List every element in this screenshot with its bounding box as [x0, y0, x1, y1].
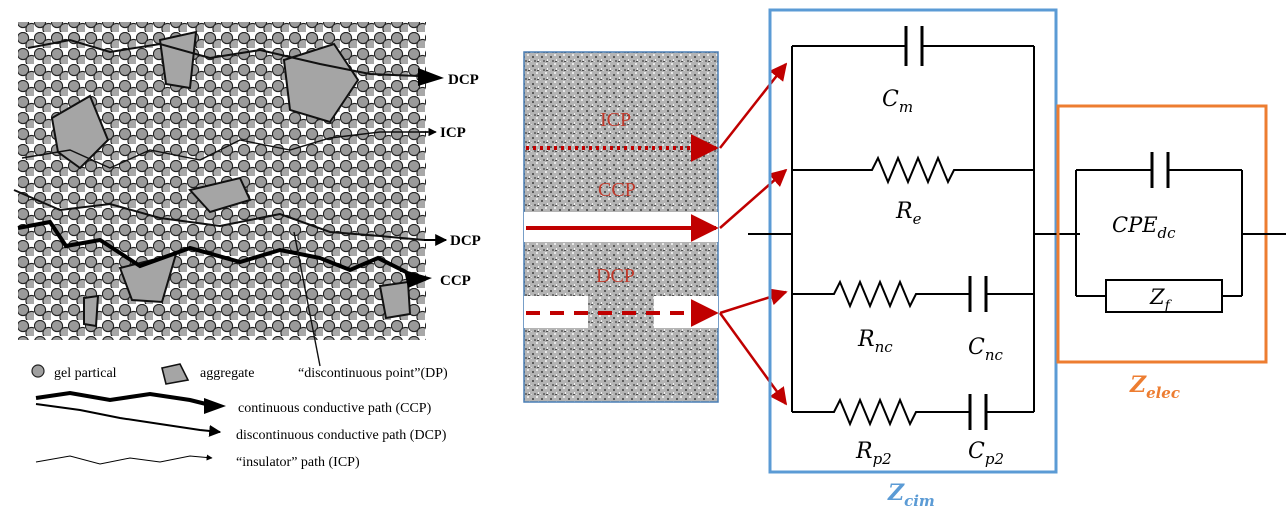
circuit-labels: Cm Re Rnc Cnc Rp2 Cp2 CPEdc Zf Zcim Zele…: [855, 87, 1180, 510]
dcp-top-label: DCP: [448, 72, 479, 88]
rnc-resistor: [792, 279, 970, 309]
sample-panel: ICP CCP DCP: [523, 51, 719, 403]
aggregate-shape: [188, 176, 252, 214]
gel-legend-label: gel partical: [54, 366, 117, 381]
sample-dcp-label: DCP: [596, 265, 635, 287]
aggregate-shape: [282, 42, 360, 124]
zcim-circuit: [748, 8, 1080, 474]
cp2-label: Cp2: [968, 439, 1004, 468]
ccp-path: [17, 219, 407, 274]
aggregate-legend-label: aggregate: [200, 366, 254, 381]
aggregate-legend-icon: [161, 363, 190, 385]
icp-label: ICP: [440, 125, 466, 141]
dcp-path-top: [27, 38, 419, 77]
icp-legend-label: “insulator” path (ICP): [236, 455, 360, 470]
dcp-channel-right: [654, 296, 718, 328]
arrow-to-p2: [718, 312, 788, 406]
aggregate-shape: [158, 30, 198, 90]
aggregate-shape: [378, 280, 412, 320]
ccp-legend-arrow: [204, 398, 226, 414]
arrow-to-nc: [719, 288, 788, 315]
zf-label: Zf: [1149, 285, 1173, 314]
ccp-label: CCP: [440, 273, 471, 289]
re-resistor: [792, 155, 1034, 185]
rp2-resistor: [792, 397, 970, 427]
re-label: Re: [895, 199, 922, 228]
connector-arrows: [718, 62, 788, 406]
dp-pointer-line: [293, 231, 321, 367]
arrow-to-cm: [719, 62, 788, 149]
cpe-label: CPEdc: [1112, 213, 1176, 242]
zcim-label: Zcim: [887, 480, 935, 510]
icp-path: [21, 131, 428, 169]
ccp-arrow: [404, 270, 432, 288]
icp-legend-line: [35, 454, 213, 465]
zelec-circuit: [1056, 104, 1286, 364]
zelec-label: Zelec: [1129, 372, 1180, 402]
zcim-box: [768, 8, 1058, 474]
dcp-path-mid: [13, 189, 425, 241]
rnc-label: Rnc: [857, 327, 893, 356]
sample-ccp-label: CCP: [598, 179, 636, 201]
dcp-legend-line: [35, 403, 222, 437]
aggregate-shape: [83, 294, 100, 328]
ccp-legend-label: continuous conductive path (CCP): [238, 401, 432, 416]
sample-icp-label: ICP: [600, 109, 631, 131]
microstructure-panel: DCP ICP DCP CCP gel partical aggregate “…: [13, 22, 481, 470]
cnc-label: Cnc: [968, 335, 1004, 364]
gel-particle-field: [18, 22, 426, 340]
ccp-legend-line: [35, 390, 207, 406]
dcp-legend-label: discontinuous conductive path (DCP): [236, 428, 447, 443]
dp-legend-label: “discontinuous point”(DP): [298, 366, 448, 381]
dcp-top-arrow: [418, 68, 444, 86]
arrow-to-re: [719, 168, 788, 229]
gel-legend-icon: [31, 364, 45, 378]
dcp-mid-label: DCP: [450, 233, 481, 249]
rp2-label: Rp2: [855, 439, 892, 468]
cm-label: Cm: [882, 87, 913, 116]
microstructure-legend: gel partical aggregate “discontinuous po…: [31, 363, 448, 470]
